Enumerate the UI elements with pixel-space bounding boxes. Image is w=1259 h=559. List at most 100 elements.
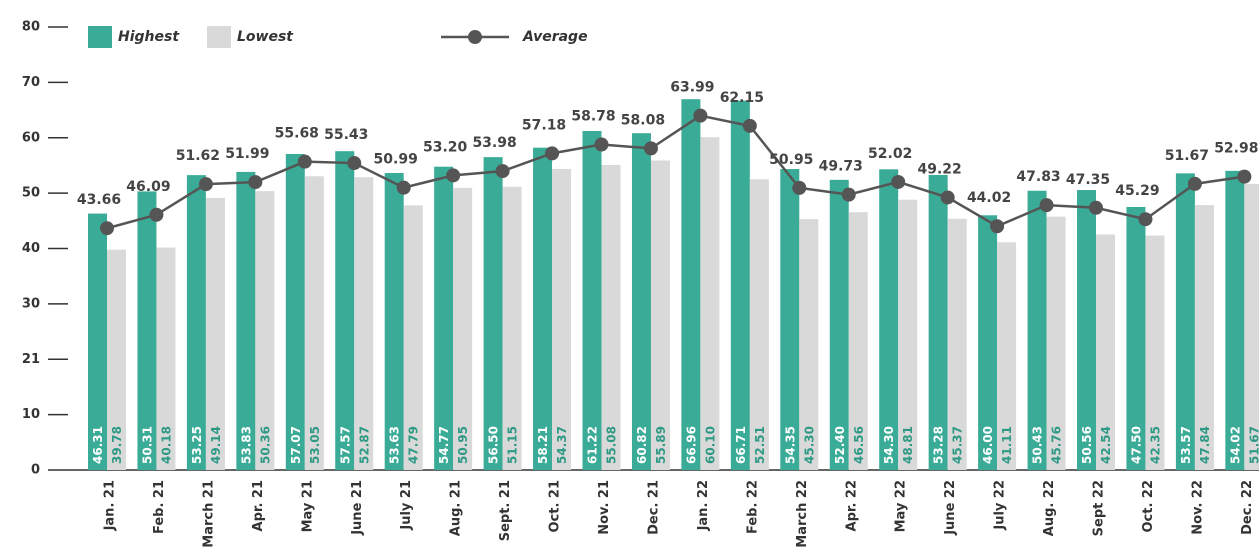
- x-tick-label: Nov. 21: [597, 480, 612, 535]
- bar-value-label: 54.35: [783, 426, 797, 464]
- x-tick-label: Jan. 22: [696, 480, 711, 531]
- average-value-label: 44.02: [967, 190, 1011, 206]
- average-value-label: 52.98: [1214, 141, 1258, 157]
- average-value-label: 55.43: [324, 127, 368, 143]
- x-tick-label: March 21: [201, 480, 216, 548]
- average-point: [1089, 200, 1103, 215]
- average-value-label: 49.73: [819, 159, 863, 175]
- bar: [304, 176, 324, 470]
- y-tick-label: 50: [22, 186, 40, 201]
- bar: [335, 151, 355, 471]
- bar: [88, 213, 107, 470]
- bar: [947, 218, 967, 470]
- average-point: [100, 221, 114, 236]
- average-line: [106, 114, 1245, 230]
- bar: [236, 171, 256, 470]
- x-tick-label: March 22: [795, 480, 810, 548]
- average-point: [940, 190, 955, 205]
- bar: [928, 174, 948, 470]
- x-tick-label: Apr. 21: [251, 480, 266, 531]
- bar: [749, 179, 769, 470]
- legend-swatch: [88, 26, 112, 48]
- average-value-label: 52.02: [868, 146, 912, 162]
- average-point: [990, 219, 1005, 234]
- bar: [898, 199, 918, 470]
- average-point: [841, 187, 856, 202]
- bar-value-label: 54.30: [882, 426, 896, 464]
- average-point: [1138, 212, 1153, 227]
- bar: [829, 179, 849, 470]
- bar-value-label: 51.15: [506, 426, 520, 464]
- average-point: [198, 177, 213, 192]
- bar: [502, 186, 522, 470]
- bar-value-label: 57.07: [289, 426, 303, 464]
- bar-value-label: 53.28: [932, 426, 946, 464]
- bar-value-label: 54.37: [555, 426, 569, 464]
- x-tick-label: May 22: [894, 480, 909, 532]
- bar: [978, 215, 998, 470]
- bar-value-label: 50.56: [1080, 426, 1094, 464]
- x-tick-label: Feb. 22: [745, 480, 760, 534]
- legend-label: Average: [522, 29, 588, 45]
- bar: [137, 191, 157, 470]
- average-value-label: 57.18: [522, 117, 566, 133]
- legend-marker: [468, 30, 482, 44]
- average-point: [1187, 176, 1202, 191]
- bar: [403, 205, 423, 471]
- bar: [730, 100, 750, 470]
- bar-value-label: 45.37: [951, 426, 965, 464]
- bar-value-label: 53.57: [1179, 426, 1193, 464]
- bar-value-label: 45.76: [1050, 426, 1064, 464]
- bar: [533, 147, 553, 471]
- x-tick-label: Apr. 22: [844, 480, 859, 531]
- bar-value-label: 47.79: [407, 426, 421, 464]
- average-value-label: 53.98: [472, 135, 516, 151]
- bar-value-label: 56.50: [487, 426, 501, 464]
- bar-value-label: 61.22: [586, 426, 600, 464]
- bar: [1077, 190, 1096, 471]
- legend-label: Lowest: [237, 29, 294, 45]
- bar: [483, 157, 503, 470]
- average-value-label: 46.09: [126, 179, 170, 195]
- legend-swatch: [207, 26, 231, 48]
- average-point: [545, 146, 560, 161]
- bar: [1145, 235, 1165, 470]
- bar-value-label: 46.31: [91, 426, 105, 464]
- x-tick-label: Aug. 22: [1042, 480, 1057, 536]
- x-tick-label: Oct. 21: [548, 480, 563, 533]
- bar-value-label: 51.67: [1247, 426, 1259, 464]
- x-tick-label: Aug. 21: [449, 480, 464, 536]
- bar-value-label: 50.31: [140, 426, 154, 464]
- x-tick-label: May 21: [300, 480, 315, 532]
- bar: [700, 137, 720, 471]
- bar-value-label: 53.25: [190, 426, 204, 464]
- average-point: [594, 137, 609, 152]
- bar-value-label: 57.57: [338, 426, 352, 464]
- bar: [1027, 190, 1047, 470]
- bar-value-label: 55.08: [605, 426, 619, 464]
- average-point: [347, 156, 362, 171]
- bar: [1225, 170, 1245, 470]
- bar: [354, 177, 374, 471]
- average-value-label: 49.22: [918, 161, 962, 177]
- average-value-label: 63.99: [670, 80, 714, 96]
- bar: [631, 133, 651, 471]
- bar-value-label: 39.78: [110, 426, 124, 464]
- bar: [552, 168, 572, 470]
- bar: [681, 99, 701, 471]
- bar: [205, 197, 225, 470]
- bar: [1096, 234, 1115, 470]
- y-tick-label: 80: [22, 20, 40, 35]
- average-value-label: 50.95: [769, 152, 813, 168]
- bar-value-label: 66.71: [734, 426, 748, 464]
- bar-value-label: 52.87: [357, 426, 371, 464]
- x-tick-label: Dec. 21: [646, 480, 661, 535]
- bar-value-label: 40.18: [159, 426, 173, 464]
- bar-value-label: 54.77: [437, 426, 451, 464]
- bar: [156, 247, 176, 470]
- y-tick-label: 10: [22, 407, 40, 422]
- bar: [1126, 206, 1146, 470]
- average-value-label: 51.67: [1165, 148, 1209, 164]
- average-point: [446, 168, 461, 183]
- average-point: [149, 207, 164, 222]
